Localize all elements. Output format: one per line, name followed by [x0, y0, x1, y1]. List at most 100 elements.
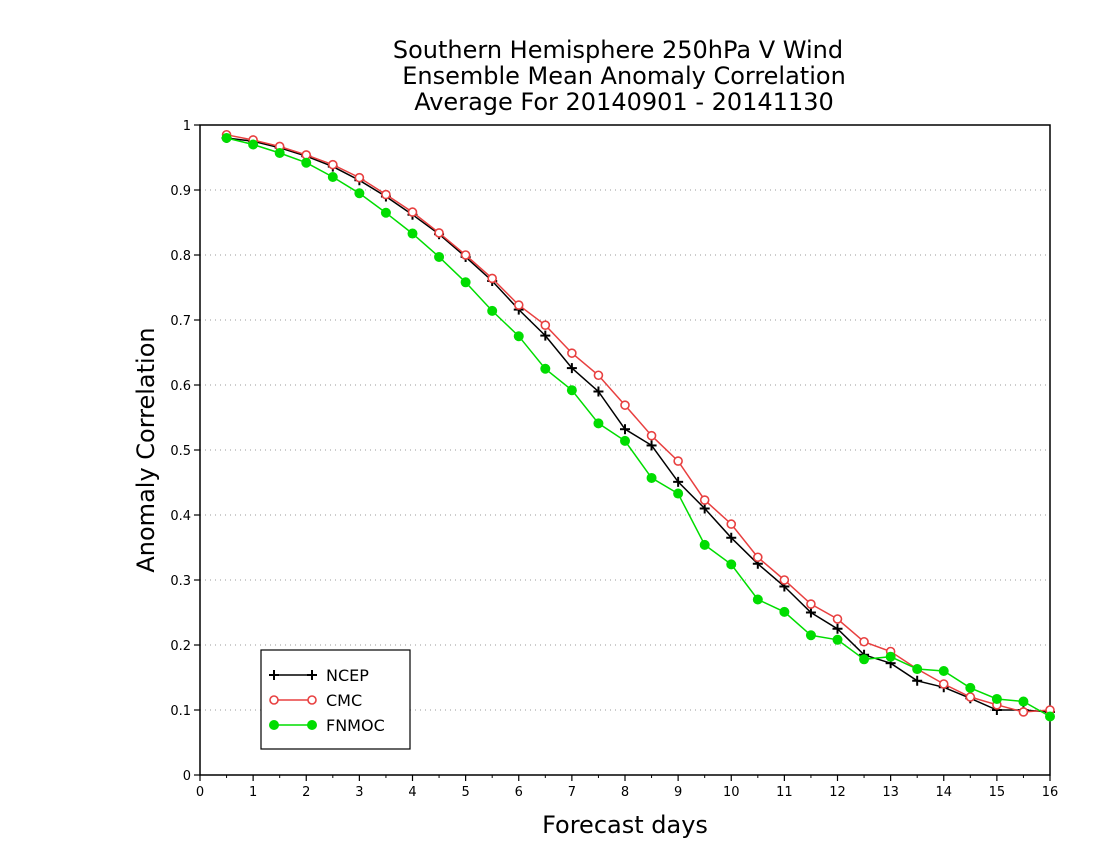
data-point-fnmoc	[1018, 696, 1029, 707]
legend-label-fnmoc: FNMOC	[326, 716, 385, 735]
data-point-fnmoc	[912, 664, 923, 675]
data-point-ncep	[566, 363, 577, 374]
series-layer	[221, 129, 1055, 722]
y-tick-label: 0	[183, 769, 191, 784]
data-point-fnmoc	[221, 133, 232, 143]
data-point-cmc	[620, 400, 630, 410]
y-tick-label: 0.5	[170, 444, 191, 459]
x-tick-label: 3	[355, 785, 363, 800]
x-tick-label: 13	[882, 785, 899, 800]
y-tick-label: 0.2	[170, 639, 191, 654]
series-ncep	[221, 133, 1055, 717]
data-point-ncep	[832, 623, 843, 634]
data-point-fnmoc	[354, 188, 365, 199]
data-point-ncep	[805, 607, 816, 618]
data-point-fnmoc	[1045, 711, 1055, 722]
data-point-cmc	[593, 370, 604, 381]
chart-title-line-1: Southern Hemisphere 250hPa V Wind	[393, 36, 843, 64]
data-point-fnmoc	[434, 251, 445, 262]
data-point-fnmoc	[248, 139, 259, 150]
x-tick-label: 11	[776, 785, 793, 800]
legend-marker-start	[269, 720, 279, 730]
data-point-cmc	[806, 599, 816, 609]
y-tick-label: 0.3	[170, 574, 191, 589]
legend-marker-start	[269, 695, 279, 705]
data-point-cmc	[487, 273, 497, 284]
data-point-cmc	[381, 189, 391, 200]
x-tick-label: 8	[621, 785, 629, 800]
data-point-fnmoc	[593, 418, 604, 429]
data-point-cmc	[938, 679, 949, 689]
series-line-cmc	[226, 134, 1051, 713]
x-tick-label: 4	[408, 785, 416, 800]
data-point-cmc	[965, 692, 976, 702]
y-tick-label: 0.7	[170, 314, 191, 329]
x-tick-label: 5	[461, 785, 469, 800]
data-point-cmc	[540, 320, 551, 331]
data-point-ncep	[646, 440, 657, 451]
data-point-fnmoc	[380, 207, 391, 218]
y-tick-label: 0.6	[170, 379, 191, 394]
data-point-cmc	[673, 456, 683, 466]
legend-item-ncep: NCEP	[269, 666, 369, 685]
data-point-fnmoc	[699, 539, 710, 550]
x-tick-label: 14	[935, 785, 952, 800]
legend-marker-end	[307, 670, 317, 680]
data-point-fnmoc	[805, 630, 816, 641]
data-point-fnmoc	[407, 228, 418, 239]
data-point-ncep	[912, 675, 923, 686]
data-point-fnmoc	[566, 385, 577, 396]
legend-item-fnmoc: FNMOC	[269, 716, 385, 735]
x-tick-label: 0	[196, 785, 204, 800]
series-fnmoc	[221, 133, 1055, 722]
legend-marker-end	[307, 695, 317, 705]
data-point-cmc	[859, 636, 869, 647]
data-point-ncep	[593, 386, 604, 397]
x-tick-label: 9	[674, 785, 682, 800]
y-tick-label: 0.1	[170, 704, 191, 719]
data-point-fnmoc	[991, 693, 1002, 704]
data-point-fnmoc	[779, 606, 790, 617]
y-tick-label: 1	[183, 119, 191, 134]
data-point-cmc	[513, 300, 524, 310]
data-point-fnmoc	[673, 488, 684, 499]
legend-marker-end	[307, 720, 317, 730]
series-line-ncep	[226, 137, 1051, 713]
x-tick-label: 16	[1042, 785, 1059, 800]
legend: NCEP CMC FNMOC	[260, 649, 411, 750]
data-point-cmc	[460, 250, 471, 260]
data-point-fnmoc	[859, 654, 870, 665]
legend-label-ncep: NCEP	[326, 666, 369, 685]
x-tick-label: 7	[568, 785, 576, 800]
data-point-fnmoc	[832, 634, 843, 645]
axis-ticks: 00.10.20.30.40.50.60.70.80.910 1 2 3 4 5 6 7 8 9 1…	[170, 119, 1058, 800]
data-point-ncep	[540, 330, 551, 341]
chart-title: Southern Hemisphere 250hPa V Wind Ensemb…	[393, 36, 846, 116]
x-tick-label: 1	[249, 785, 257, 800]
data-point-fnmoc	[274, 147, 285, 158]
legend-label-cmc: CMC	[326, 691, 362, 710]
data-point-fnmoc	[752, 594, 763, 605]
legend-marker-start	[269, 670, 279, 680]
series-line-fnmoc	[226, 137, 1051, 718]
data-point-fnmoc	[513, 331, 524, 342]
data-point-fnmoc	[965, 682, 976, 693]
data-point-cmc	[434, 228, 444, 238]
data-point-cmc	[1018, 707, 1029, 717]
legend-box	[260, 649, 411, 750]
data-point-cmc	[699, 495, 710, 505]
data-point-fnmoc	[327, 172, 338, 182]
x-tick-label: 10	[723, 785, 740, 800]
data-point-ncep	[620, 424, 630, 435]
data-point-fnmoc	[460, 277, 471, 288]
y-tick-label: 0.9	[170, 184, 191, 199]
data-point-fnmoc	[726, 559, 737, 570]
data-point-cmc	[328, 159, 338, 170]
x-tick-label: 2	[302, 785, 310, 800]
data-point-cmc	[567, 348, 577, 358]
data-point-fnmoc	[301, 157, 312, 168]
x-tick-label: 6	[515, 785, 523, 800]
legend-item-cmc: CMC	[269, 691, 362, 710]
x-axis-label: Forecast days	[542, 811, 708, 839]
